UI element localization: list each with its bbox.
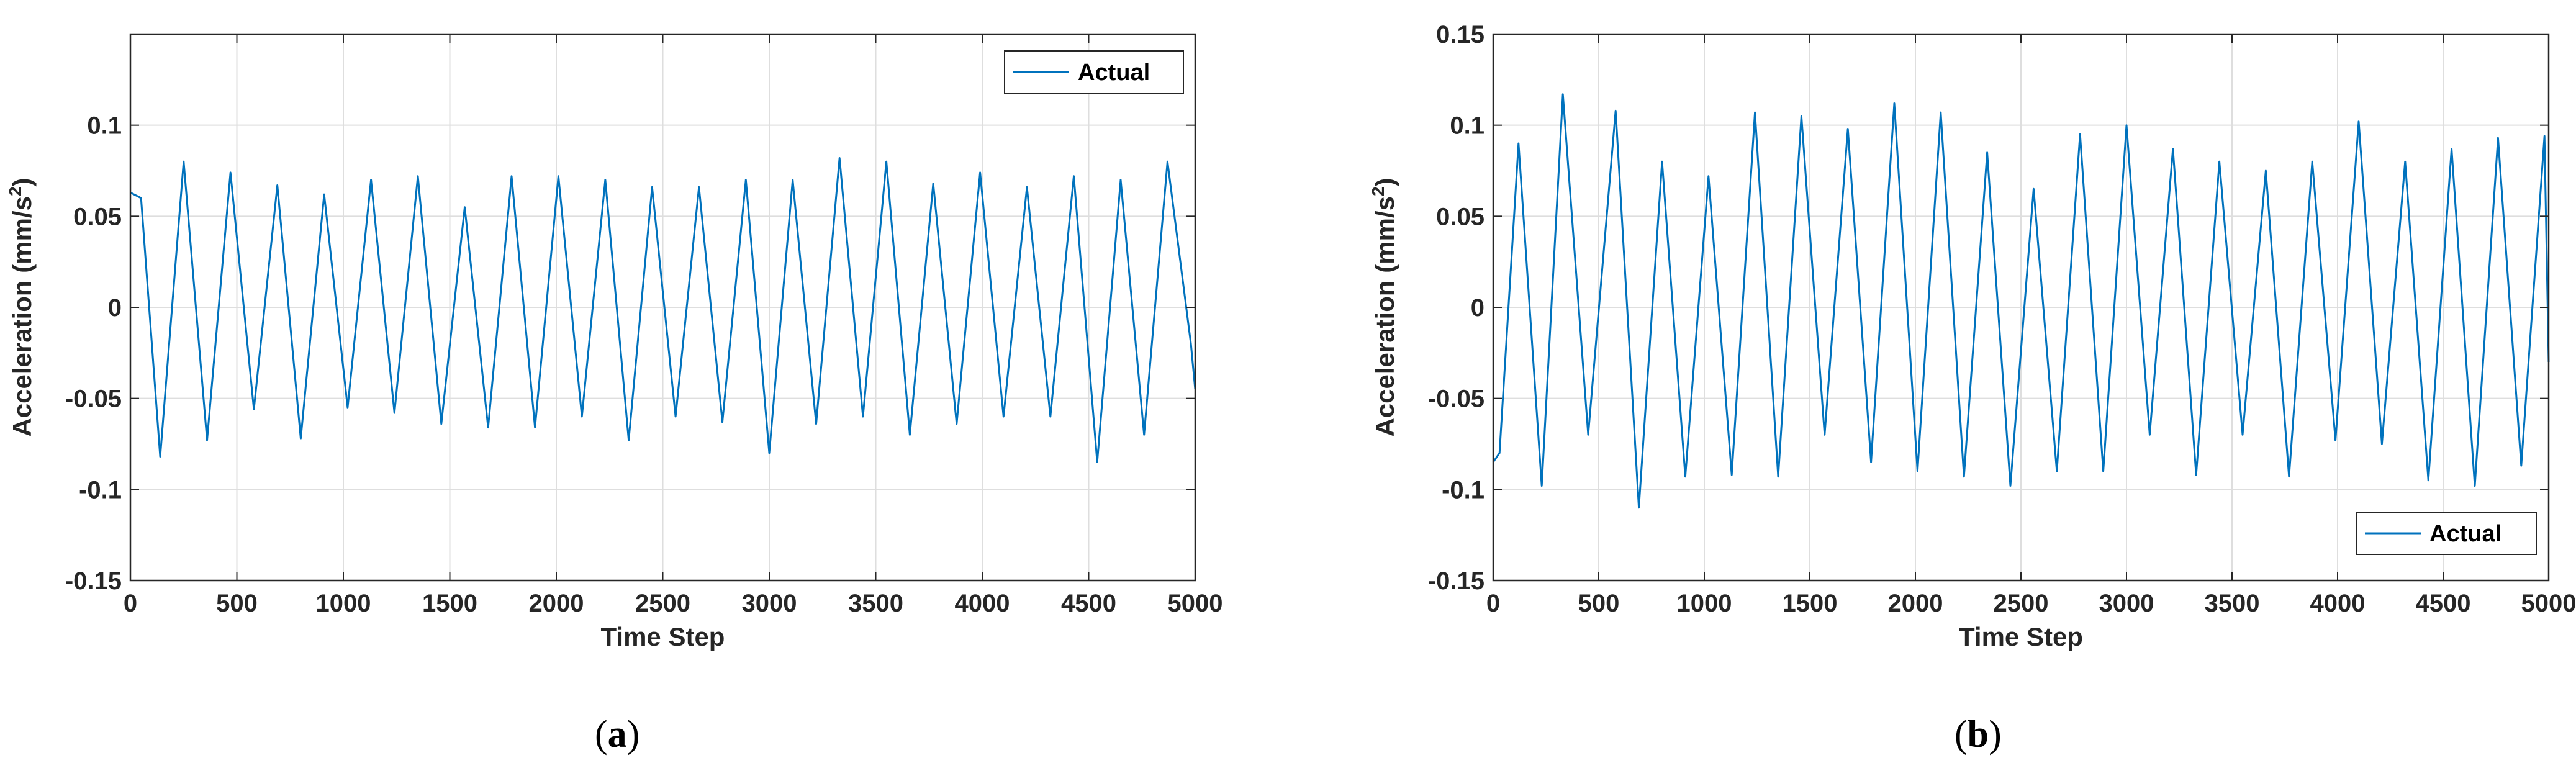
y-axis-label-superscript-a: 2 xyxy=(6,186,25,196)
y-tick-label-a: -0.05 xyxy=(65,386,122,413)
x-tick-label-a: 3000 xyxy=(742,590,797,617)
legend-a: Actual xyxy=(1004,50,1184,94)
y-axis-label-suffix-b: ) xyxy=(1370,178,1399,186)
y-axis-label-a: Acceleration (mm/s2) xyxy=(6,178,37,436)
x-axis-label-a: Time Step xyxy=(601,622,725,651)
caption-b: (b) xyxy=(1955,713,2002,756)
x-tick-label-a: 3500 xyxy=(848,590,903,617)
y-tick-label-b: -0.05 xyxy=(1428,386,1485,413)
legend-label-a: Actual xyxy=(1078,60,1150,86)
x-tick-label-b: 5000 xyxy=(2521,590,2576,617)
x-tick-label-b: 1500 xyxy=(1783,590,1838,617)
x-tick-label-a: 500 xyxy=(216,590,258,617)
x-tick-label-b: 3500 xyxy=(2205,590,2260,617)
x-tick-label-b: 3000 xyxy=(2099,590,2154,617)
y-tick-label-b: -0.1 xyxy=(1442,476,1485,503)
chart-b: 0 500 1000 1500 2000 2500 3000 3500 4000 4500 5000… xyxy=(1368,21,2576,651)
x-tick-label-b: 4000 xyxy=(2310,590,2366,617)
x-tick-label-a: 5000 xyxy=(1168,590,1223,617)
x-tick-label-b: 2000 xyxy=(1888,590,1943,617)
series-line-b xyxy=(1492,93,2550,509)
y-axis-label-b: Acceleration (mm/s2) xyxy=(1368,178,1399,436)
y-tick-label-a: 0.05 xyxy=(73,203,122,230)
y-axis-label-superscript-b: 2 xyxy=(1368,186,1388,196)
y-tick-label-b: 0.05 xyxy=(1436,203,1485,230)
x-tick-label-b: 500 xyxy=(1578,590,1620,617)
y-axis-label-suffix-a: ) xyxy=(7,178,37,186)
x-tick-label-a: 2000 xyxy=(529,590,584,617)
x-tick-label-a: 1000 xyxy=(316,590,371,617)
y-tick-label-a: -0.1 xyxy=(79,476,122,503)
x-tick-label-a: 2500 xyxy=(635,590,690,617)
legend-b: Actual xyxy=(2356,512,2537,555)
series-line-a xyxy=(130,157,1196,463)
x-tick-label-b: 4500 xyxy=(2416,590,2471,617)
x-tick-label-a: 0 xyxy=(124,590,137,617)
caption-b-letter: b xyxy=(1967,713,1989,756)
x-tick-label-b: 1000 xyxy=(1677,590,1732,617)
y-tick-label-b: -0.15 xyxy=(1428,567,1485,595)
caption-a-letter: a xyxy=(607,713,627,756)
y-axis-label-main-a: Acceleration (mm/s xyxy=(7,196,37,436)
x-tick-label-b: 2500 xyxy=(1994,590,2049,617)
y-tick-label-b: 0.15 xyxy=(1436,21,1485,48)
x-tick-label-b: 0 xyxy=(1486,590,1500,617)
x-tick-label-a: 4000 xyxy=(955,590,1010,617)
x-axis-label-b: Time Step xyxy=(1959,622,2083,651)
y-tick-label-b: 0 xyxy=(1471,294,1485,322)
x-tick-label-a: 1500 xyxy=(422,590,477,617)
y-tick-label-a: 0.1 xyxy=(87,112,122,140)
y-tick-label-a: -0.15 xyxy=(65,567,122,595)
y-tick-label-b: 0.1 xyxy=(1450,112,1485,140)
y-tick-label-a: 0 xyxy=(108,294,122,322)
caption-a: (a) xyxy=(595,713,640,756)
x-tick-label-a: 4500 xyxy=(1061,590,1116,617)
y-axis-label-main-b: Acceleration (mm/s xyxy=(1370,196,1399,436)
chart-a: 0 500 1000 1500 2000 2500 3000 3500 4000 4500 5000… xyxy=(6,33,1223,651)
legend-label-b: Actual xyxy=(2429,521,2501,547)
